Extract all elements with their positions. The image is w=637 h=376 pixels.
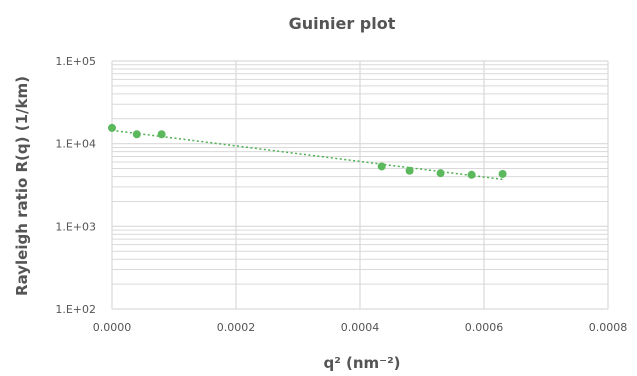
y-tick-labels: 1.E+02 1.E+03 1.E+04 1.E+05 (55, 55, 96, 316)
x-tick-label: 0.0006 (465, 321, 504, 334)
x-tick-labels: 0.0000 0.0002 0.0004 0.0006 0.0008 (93, 321, 628, 334)
y-tick-label: 1.E+03 (55, 220, 96, 233)
x-tick-label: 0.0004 (341, 321, 380, 334)
y-tick-label: 1.E+04 (55, 138, 96, 151)
gridlines (111, 60, 609, 310)
data-point (108, 123, 116, 132)
x-tick-label: 0.0002 (217, 321, 256, 334)
data-point (132, 130, 141, 139)
chart-title: Guinier plot (289, 14, 396, 33)
data-point (405, 166, 414, 175)
y-axis-title: Rayleigh ratio R(q) (1/km) (13, 76, 31, 296)
y-tick-label: 1.E+02 (55, 303, 96, 316)
data-point (467, 170, 476, 179)
y-tick-label: 1.E+05 (55, 55, 96, 68)
data-point (157, 130, 166, 139)
data-point (377, 162, 386, 171)
x-axis-title: q² (nm⁻²) (323, 354, 400, 372)
data-point (436, 169, 445, 178)
x-tick-label: 0.0000 (93, 321, 132, 334)
data-points (108, 123, 507, 179)
data-point (498, 169, 507, 178)
x-tick-label: 0.0008 (589, 321, 628, 334)
